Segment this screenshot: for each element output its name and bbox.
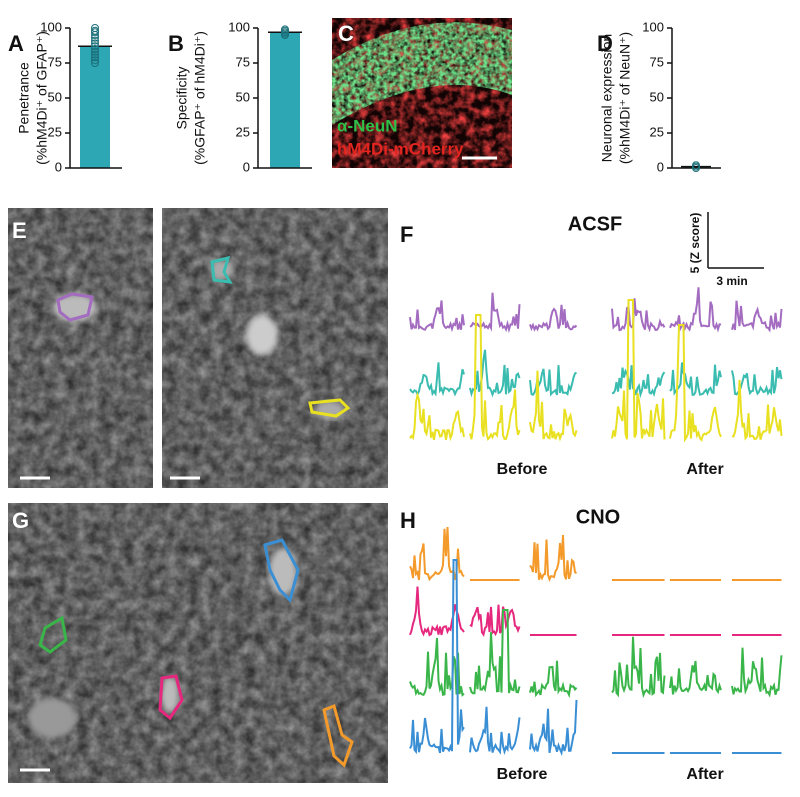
data-point [91,45,99,53]
trace [469,604,521,637]
data-point [281,31,289,39]
y-axis-label: (%hM4Di⁺ of GFAP⁺) [34,31,50,165]
stain-label: α-NeuN [337,116,398,135]
y-tick-label: 25 [650,124,664,139]
trace [529,370,578,442]
trace [529,660,578,699]
panel-letter: E [12,218,27,243]
bar [270,32,300,169]
panel-letter: H [400,508,416,533]
scale-x-label: 3 min [716,274,747,288]
trace [469,314,521,441]
y-axis-label: Specificity [174,66,190,129]
y-tick-label: 25 [236,124,250,139]
y-axis-label: (%GFAP⁺ of hM4Di⁺) [192,31,208,165]
y-tick-label: 75 [650,54,664,69]
scale-y-label: 5 (Z score) [688,213,702,274]
y-axis-label: Penetrance [16,62,32,134]
image-c [332,18,512,168]
traces [409,287,783,757]
trace [611,299,666,440]
trace [611,298,666,333]
image-g [8,503,388,783]
y-tick-label: 50 [48,89,62,104]
y-tick-label: 100 [642,19,664,34]
trace [409,559,465,755]
trace [529,304,578,332]
trace [469,609,521,695]
y-tick-label: 100 [228,19,250,34]
trace [669,287,722,333]
data-point [91,28,99,37]
trace [611,365,666,399]
image-e [8,208,388,488]
trace [469,706,521,756]
trace [409,586,465,637]
trace [409,637,465,697]
panel-title: ACSF [568,213,622,235]
bar [80,46,110,169]
data-point [91,59,99,67]
panel-letter: D [597,31,613,56]
data-point [91,39,99,48]
condition-label: After [686,766,723,783]
data-point [91,31,99,39]
y-tick-label: 0 [55,159,62,174]
trace [731,300,783,333]
y-axis-label: (%hM4Di⁺ of NeuN⁺) [617,32,633,164]
trace [469,349,521,398]
trace [409,300,465,333]
y-tick-label: 0 [657,159,664,174]
panel-letter: B [168,31,184,56]
data-point [91,50,99,59]
y-tick-label: 50 [236,89,250,104]
panel-letter: F [400,222,413,247]
panel-letter: G [12,508,29,533]
trace [469,292,521,334]
panel-letter: C [338,21,354,46]
data-point [91,36,99,45]
data-point [91,53,99,62]
data-point [91,47,99,56]
y-tick-label: 0 [243,159,250,174]
trace [611,636,666,699]
trace [409,391,465,442]
trace [529,699,578,757]
stain-label: hM4Di-mCherry [337,139,464,158]
trace [731,647,783,698]
trace [669,362,722,397]
condition-label: After [686,461,723,478]
data-point [91,42,99,51]
data-point [91,33,99,42]
y-tick-label: 75 [236,54,250,69]
scale-bar [707,212,764,269]
data-point [692,161,700,170]
panel-letter: A [8,31,24,56]
condition-label: Before [497,461,548,478]
y-tick-label: 100 [40,19,62,34]
y-axis-label: Neuronal expression [599,34,615,162]
trace [669,324,722,443]
panel-title: CNO [576,506,620,528]
trace [731,379,783,441]
data-point [91,56,99,65]
y-tick-label: 25 [48,124,62,139]
y-tick-label: 50 [650,89,664,104]
condition-label: Before [497,766,548,783]
trace [409,362,465,397]
trace [669,660,722,695]
y-tick-label: 75 [48,54,62,69]
trace [409,526,465,582]
trace [529,534,578,583]
